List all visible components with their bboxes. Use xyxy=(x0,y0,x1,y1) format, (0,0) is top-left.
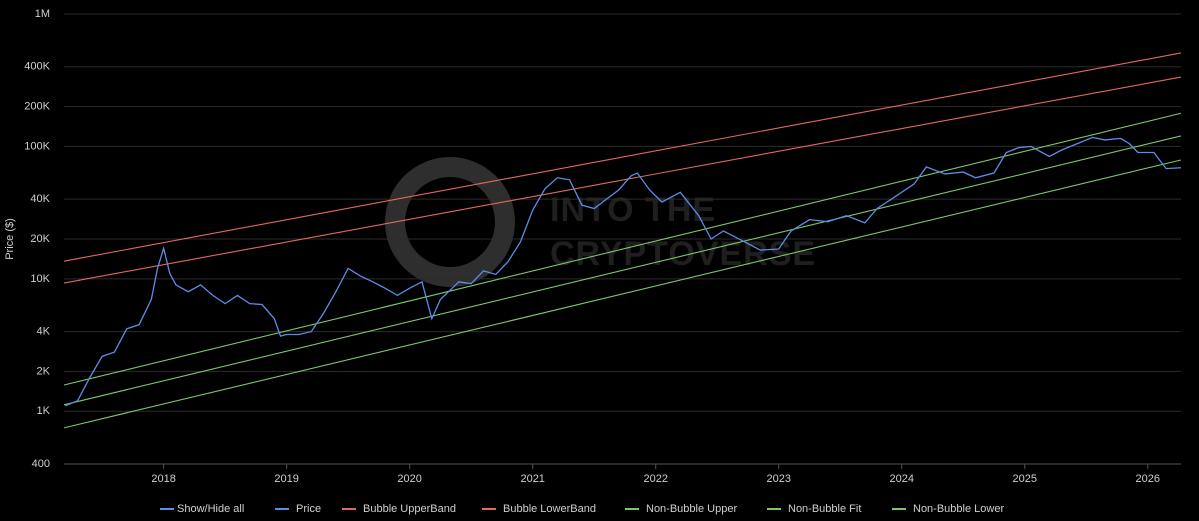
y-tick-label: 400K xyxy=(24,61,50,73)
y-tick-label: 40K xyxy=(30,193,50,205)
series-line xyxy=(63,159,1182,429)
legend-item[interactable]: Non-Bubble Upper xyxy=(625,503,737,515)
legend-label: Bubble UpperBand xyxy=(363,503,456,515)
y-tick-label: 1M xyxy=(35,8,50,20)
series-line xyxy=(63,135,1182,406)
y-tick-label: 4K xyxy=(37,325,51,337)
y-tick-label: 2K xyxy=(37,365,51,377)
series-line xyxy=(63,76,1182,284)
x-tick-label: 2019 xyxy=(274,473,298,485)
y-tick-label: 200K xyxy=(24,100,50,112)
x-tick-label: 2026 xyxy=(1136,473,1160,485)
legend-label: Non-Bubble Upper xyxy=(646,503,737,515)
watermark-text: INTO THE xyxy=(550,191,716,229)
x-tick-label: 2018 xyxy=(151,473,175,485)
series-line xyxy=(63,112,1182,386)
x-tick-label: 2024 xyxy=(890,473,914,485)
x-tick-label: 2022 xyxy=(643,473,667,485)
x-tick-label: 2023 xyxy=(766,473,790,485)
legend-item[interactable]: Bubble LowerBand xyxy=(482,503,596,515)
legend-item[interactable]: Bubble UpperBand xyxy=(342,503,456,515)
y-tick-label: 1K xyxy=(37,405,51,417)
watermark-text: CRYPTOVERSE xyxy=(550,235,816,273)
legend-item[interactable]: Non-Bubble Fit xyxy=(767,503,861,515)
legend-label: Show/Hide all xyxy=(177,503,244,515)
y-tick-label: 20K xyxy=(30,233,50,245)
x-tick-label: 2025 xyxy=(1013,473,1037,485)
y-tick-label: 400 xyxy=(32,458,50,470)
legend-label: Bubble LowerBand xyxy=(503,503,596,515)
x-tick-label: 2021 xyxy=(520,473,544,485)
y-tick-label: 10K xyxy=(30,273,50,285)
legend-label: Price xyxy=(296,503,321,515)
legend-item[interactable]: Non-Bubble Lower xyxy=(892,503,1004,515)
legend-item[interactable]: Price xyxy=(275,503,321,515)
legend-label: Non-Bubble Lower xyxy=(913,503,1004,515)
legend-label: Non-Bubble Fit xyxy=(788,503,861,515)
y-tick-label: 100K xyxy=(24,140,50,152)
series-line xyxy=(64,136,1182,407)
series-line xyxy=(63,52,1182,262)
x-tick-label: 2020 xyxy=(397,473,421,485)
legend-item[interactable]: Show/Hide all xyxy=(160,503,244,515)
y-axis-label: Price ($) xyxy=(4,218,16,260)
legend: Show/Hide all Price Bubble UpperBand Bubble… xyxy=(160,503,1004,515)
